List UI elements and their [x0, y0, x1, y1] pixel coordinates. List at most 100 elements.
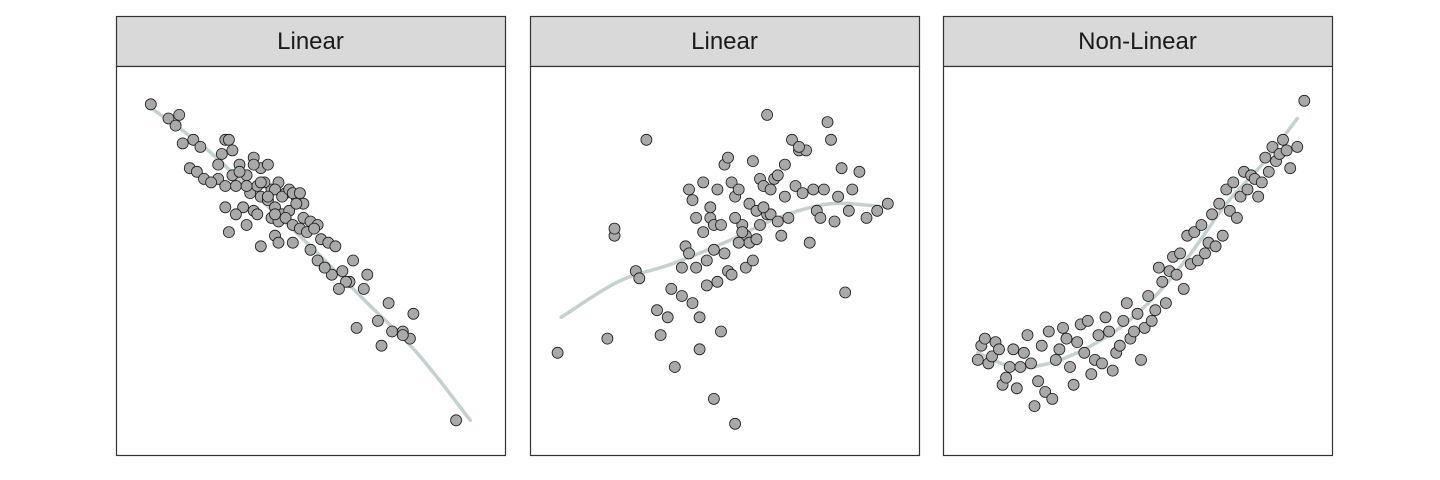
scatter-point [229, 208, 242, 221]
scatter-point [1078, 346, 1091, 359]
scatter-point [1000, 371, 1012, 384]
scatter-point [1053, 343, 1066, 356]
scatter-point [222, 133, 235, 146]
scatter-point [786, 133, 798, 146]
scatter-point [683, 183, 695, 196]
scatter-point [261, 190, 274, 203]
scatter-point [1120, 297, 1133, 310]
scatter-point [979, 332, 991, 345]
scatter-point [750, 233, 763, 246]
scatter-point [212, 158, 225, 171]
scatter-point [1085, 368, 1098, 381]
scatter-point [1081, 314, 1094, 327]
scatter-point [1152, 261, 1165, 274]
scatter-point [1099, 311, 1112, 324]
scatter-point [761, 109, 773, 121]
scatter-point [371, 314, 384, 327]
scatter-point [1035, 339, 1048, 352]
scatter-point [219, 201, 232, 214]
scatter-point [1170, 268, 1183, 281]
scatter-point [814, 211, 827, 224]
scatter-point [1092, 329, 1105, 342]
scatter-point [276, 190, 289, 203]
scatter-point [190, 165, 203, 178]
scatter-point [708, 243, 720, 256]
scatter-point [375, 339, 388, 352]
scatter-point [739, 261, 752, 274]
scatter-point [347, 254, 360, 267]
scatter-point [237, 201, 250, 214]
scatter-point [732, 183, 745, 196]
scatter-point [860, 211, 873, 224]
scatter-point [640, 133, 653, 146]
scatter-point [608, 222, 621, 235]
scatter-point [329, 240, 342, 253]
scatter-point [881, 197, 894, 210]
scatter-point [1117, 314, 1130, 327]
scatter-point [782, 211, 795, 224]
scatter-point [693, 343, 706, 356]
scatter-point [732, 236, 745, 249]
scatter-point [1177, 282, 1190, 295]
scatter-point [272, 236, 285, 249]
scatter-point [1064, 361, 1076, 373]
scatter-point [1284, 162, 1297, 175]
scatter-point [871, 204, 884, 217]
scatter-point [715, 325, 727, 338]
scatter-point [1149, 304, 1162, 317]
scatter-point [551, 346, 564, 359]
scatter-point [601, 332, 614, 345]
scatter-point [1071, 336, 1084, 349]
scatter-point [386, 325, 399, 338]
scatter-point [1188, 226, 1201, 239]
scatter-point [633, 272, 646, 285]
scatter-point [1199, 247, 1211, 260]
scatter-point [1007, 343, 1020, 356]
scatter-point [1113, 339, 1126, 352]
scatter-point [1262, 165, 1275, 178]
scatter-point [1131, 307, 1144, 320]
scatter-point [357, 282, 370, 295]
scatter-point [1195, 219, 1208, 231]
scatter-point [715, 219, 727, 231]
scatter-point [835, 162, 848, 175]
scatter-point [818, 183, 830, 196]
scatter-point [700, 254, 713, 267]
scatter-point [407, 307, 420, 320]
scatter-point [807, 183, 820, 196]
scatter-point [754, 219, 766, 231]
scatter-point [711, 183, 724, 196]
scatter-point [194, 140, 207, 153]
scatter-point [725, 268, 738, 281]
scatter-point [986, 350, 998, 363]
scatter-point [1014, 361, 1027, 373]
scatter-point [1049, 353, 1062, 366]
scatter-point [240, 219, 253, 231]
scatter-point [700, 279, 713, 292]
scatter-point [704, 201, 717, 214]
scatter-point [219, 180, 232, 192]
scatter-point [286, 236, 299, 249]
scatter-point [1298, 94, 1311, 107]
scatter-point [1046, 392, 1059, 405]
scatter-point [839, 286, 852, 299]
scatter-point [1145, 314, 1158, 327]
smooth-trend-line [559, 201, 890, 320]
scatter-point [697, 176, 710, 189]
scatter-point [1039, 385, 1052, 398]
scatter-point [1003, 361, 1016, 373]
scatter-point [971, 353, 984, 366]
scatter-point [1252, 190, 1265, 203]
plot-area [942, 65, 1334, 457]
scatter-point [825, 133, 837, 146]
scatter-point [729, 211, 741, 224]
scatter-point [261, 158, 274, 171]
scatter-point [173, 109, 186, 121]
scatter-point [1227, 176, 1240, 189]
scatter-point [1220, 183, 1233, 196]
facet-title: Non-Linear [1078, 28, 1197, 55]
scatter-point [1191, 254, 1204, 267]
scatter-point [690, 211, 702, 224]
scatter-point [1266, 140, 1279, 153]
scatter-point [251, 208, 264, 221]
